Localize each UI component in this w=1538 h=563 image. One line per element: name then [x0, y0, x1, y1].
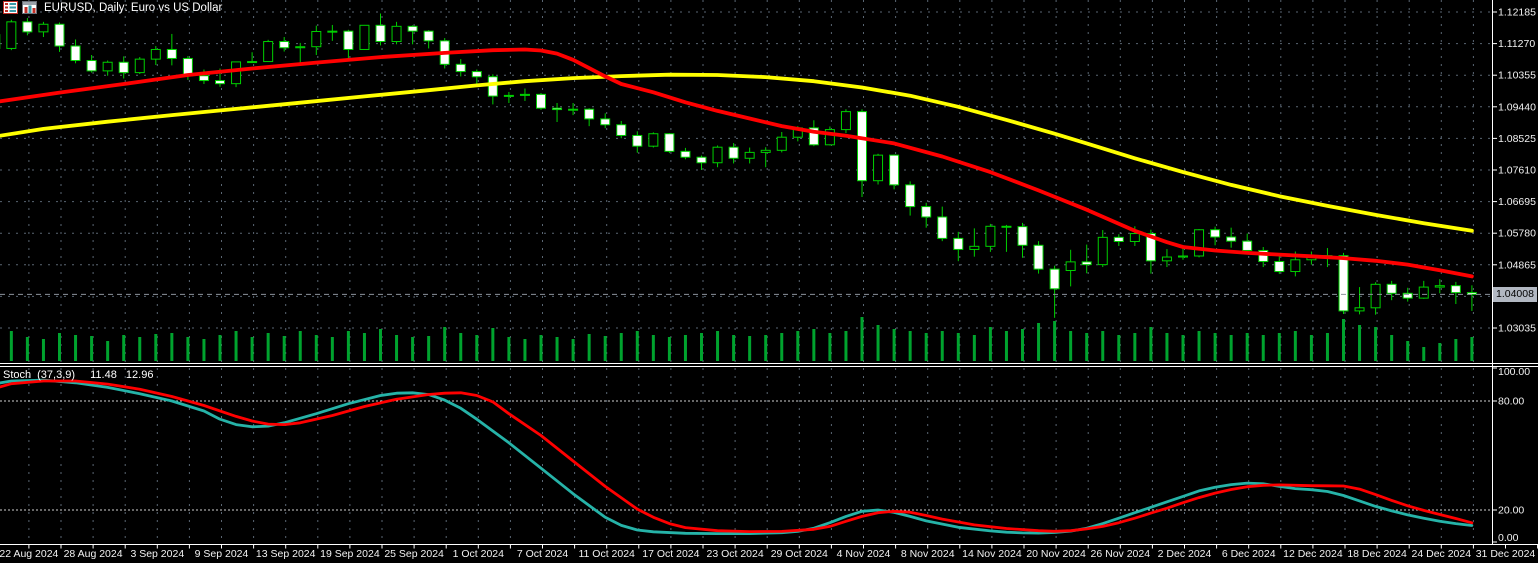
- depth-of-market-icon[interactable]: [3, 1, 18, 14]
- time-tick-label: 11 Oct 2024: [578, 548, 635, 560]
- stoch-tick-label: 100.00: [1498, 366, 1530, 378]
- indicator-label: Stoch (37,3,9) 11.48 12.96: [3, 369, 159, 381]
- time-tick-label: 12 Dec 2024: [1283, 548, 1343, 560]
- indicator-name-params: Stoch (37,3,9): [3, 369, 76, 381]
- price-tick-label: 1.06695: [1498, 196, 1536, 208]
- time-tick-label: 14 Nov 2024: [962, 548, 1022, 560]
- price-panel[interactable]: [0, 0, 1491, 362]
- time-tick-label: 13 Sep 2024: [256, 548, 316, 560]
- price-tick-label: 1.09440: [1498, 101, 1536, 113]
- price-tick-label: 1.07610: [1498, 164, 1536, 176]
- time-tick-label: 2 Dec 2024: [1158, 548, 1212, 560]
- price-tick-label: 1.05780: [1498, 228, 1536, 240]
- chart-snapshot-icon[interactable]: [22, 1, 37, 14]
- price-axis[interactable]: 1.12185 1.11270 1.10355 1.09440 1.08525 1.076…: [1492, 7, 1536, 545]
- price-tick-label: 1.11270: [1498, 38, 1535, 50]
- time-tick-label: 22 Aug 2024: [0, 548, 59, 560]
- time-tick-label: 6 Dec 2024: [1222, 548, 1276, 560]
- time-tick-label: 20 Nov 2024: [1026, 548, 1086, 560]
- time-tick-label: 8 Nov 2024: [901, 548, 955, 560]
- volume-bars: [9, 317, 1474, 361]
- time-tick-label: 17 Oct 2024: [642, 548, 699, 560]
- stoch-tick-label: 0.00: [1498, 532, 1519, 544]
- time-axis[interactable]: 22 Aug 2024 28 Aug 2024 3 Sep 2024 9 Sep 20…: [0, 544, 1538, 561]
- price-tick-label: 1.03035: [1498, 322, 1536, 334]
- current-price-box: 1.04008: [1493, 287, 1537, 302]
- stoch-tick-label: 20.00: [1498, 505, 1524, 517]
- price-tick-label: 1.10355: [1498, 70, 1536, 82]
- time-tick-label: 24 Dec 2024: [1412, 548, 1472, 560]
- time-tick-label: 23 Oct 2024: [706, 548, 763, 560]
- indicator-signal-value: 12.96: [125, 369, 154, 381]
- price-tick-label: 1.08525: [1498, 133, 1536, 145]
- time-tick-label: 31 Dec 2024: [1476, 548, 1536, 560]
- time-tick-label: 25 Sep 2024: [384, 548, 444, 560]
- stochastic-panel[interactable]: [0, 368, 1491, 543]
- time-tick-label: 29 Oct 2024: [771, 548, 828, 560]
- price-tick-label: 1.12185: [1498, 7, 1536, 19]
- time-tick-label: 9 Sep 2024: [195, 548, 249, 560]
- time-tick-label: 19 Sep 2024: [320, 548, 380, 560]
- time-tick-label: 7 Oct 2024: [517, 548, 569, 560]
- price-tick-label: 1.04865: [1498, 259, 1536, 271]
- symbol-title-label: EURUSD, Daily: Euro vs US Dollar: [44, 1, 223, 14]
- time-tick-label: 28 Aug 2024: [64, 548, 123, 560]
- time-tick-label: 4 Nov 2024: [837, 548, 891, 560]
- time-tick-label: 26 Nov 2024: [1091, 548, 1151, 560]
- indicator-main-value: 11.48: [90, 369, 117, 381]
- stoch-tick-label: 80.00: [1498, 396, 1524, 408]
- chart-title: EURUSD, Daily: Euro vs US Dollar: [3, 1, 222, 14]
- time-tick-label: 3 Sep 2024: [130, 548, 184, 560]
- time-tick-label: 1 Oct 2024: [453, 548, 505, 560]
- time-tick-label: 18 Dec 2024: [1347, 548, 1407, 560]
